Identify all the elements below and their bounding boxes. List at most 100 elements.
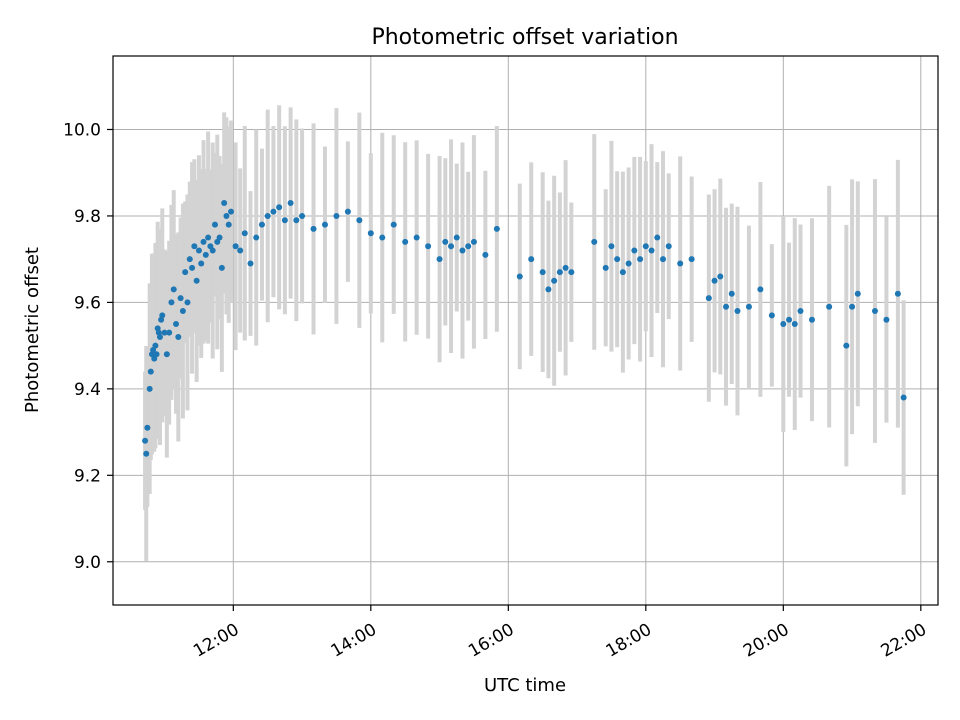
data-point: [780, 321, 787, 328]
data-point: [270, 208, 277, 215]
data-point: [232, 243, 239, 250]
y-axis-ticks: 9.0 9.2 9.4 9.6 9.8 10.0: [63, 120, 113, 573]
data-point: [448, 243, 455, 250]
data-point: [333, 212, 340, 219]
data-point-layer: [142, 199, 907, 457]
plot-area-frame: [112, 55, 939, 606]
data-point: [390, 221, 397, 228]
data-point: [195, 247, 202, 254]
data-point: [442, 238, 449, 245]
data-point: [202, 251, 209, 258]
data-point: [619, 269, 626, 276]
data-point: [258, 221, 265, 228]
data-point: [665, 243, 672, 250]
data-point: [193, 277, 200, 284]
data-point: [218, 264, 225, 271]
data-point: [184, 299, 191, 306]
data-point: [734, 308, 741, 315]
data-point: [631, 247, 638, 254]
data-point: [177, 295, 184, 302]
x-axis-label: UTC time: [484, 675, 566, 696]
data-point: [179, 308, 186, 315]
data-point: [688, 256, 695, 263]
data-point: [602, 264, 609, 271]
data-point: [568, 269, 575, 276]
data-point: [654, 234, 661, 241]
data-point: [854, 290, 861, 297]
data-point: [436, 256, 443, 263]
data-point: [321, 221, 328, 228]
data-point: [163, 351, 170, 358]
data-point: [425, 243, 432, 250]
data-point: [221, 199, 228, 206]
data-point: [189, 264, 196, 271]
data-point: [637, 256, 644, 263]
data-point: [299, 212, 306, 219]
data-point: [562, 264, 569, 271]
data-point: [182, 269, 189, 276]
data-point: [310, 225, 317, 232]
data-point: [170, 286, 177, 293]
data-point: [786, 316, 793, 323]
data-point: [843, 342, 850, 349]
data-point: [711, 277, 718, 284]
data-point: [173, 321, 180, 328]
data-point: [453, 234, 460, 241]
data-point: [223, 212, 230, 219]
data-point: [209, 247, 216, 254]
data-point: [545, 286, 552, 293]
data-point: [768, 312, 775, 319]
data-point: [287, 199, 294, 206]
data-point: [465, 243, 472, 250]
data-point: [147, 368, 154, 375]
data-point: [757, 286, 764, 293]
data-point: [556, 269, 563, 276]
data-point: [228, 208, 235, 215]
data-point: [849, 303, 856, 310]
data-point: [276, 204, 283, 211]
data-point: [367, 230, 374, 237]
data-point: [723, 303, 730, 310]
data-point: [402, 238, 409, 245]
data-point: [379, 234, 386, 241]
data-point: [168, 299, 175, 306]
data-point: [191, 243, 198, 250]
data-point: [237, 247, 244, 254]
data-point: [356, 217, 363, 224]
data-point: [166, 329, 173, 336]
data-point: [871, 308, 878, 315]
data-point: [200, 238, 207, 245]
data-point: [241, 230, 248, 237]
data-point: [293, 217, 300, 224]
data-point: [211, 221, 218, 228]
data-point: [642, 243, 649, 250]
data-point: [551, 277, 558, 284]
data-point: [614, 256, 621, 263]
data-point: [344, 208, 351, 215]
data-point: [808, 316, 815, 323]
data-point: [705, 295, 712, 302]
data-point: [660, 256, 666, 263]
data-point: [156, 333, 163, 340]
y-tick-label: 9.4: [74, 380, 101, 400]
data-point: [205, 234, 212, 241]
data-point: [608, 243, 615, 250]
data-point: [894, 290, 901, 297]
data-point: [161, 329, 168, 336]
data-point: [281, 217, 288, 224]
data-point: [253, 234, 260, 241]
data-point: [144, 424, 151, 431]
y-tick-label: 9.6: [74, 293, 101, 313]
data-point: [539, 269, 546, 276]
data-point: [142, 437, 149, 444]
data-point: [826, 303, 833, 310]
data-point: [459, 247, 466, 254]
data-point: [648, 247, 655, 254]
data-point: [900, 394, 907, 401]
data-point: [797, 308, 804, 315]
data-point: [516, 273, 523, 280]
data-point: [728, 290, 735, 297]
y-tick-label: 9.8: [74, 207, 101, 227]
data-point: [175, 333, 182, 340]
